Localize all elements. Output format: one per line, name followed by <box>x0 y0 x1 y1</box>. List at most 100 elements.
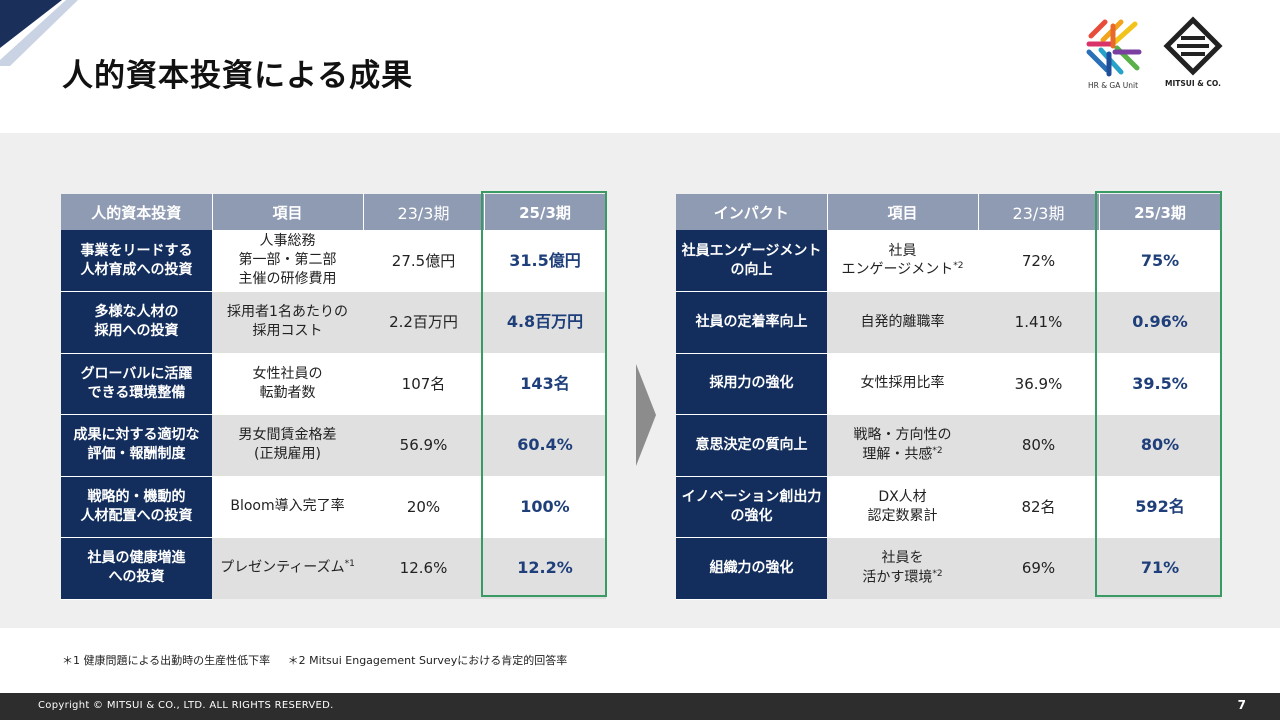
row-category: 成果に対する適切な 評価・報酬制度 <box>61 414 212 477</box>
page-number: 7 <box>1237 698 1246 712</box>
row-category: 採用力の強化 <box>676 353 827 415</box>
row-value-fy25: 80% <box>1099 414 1221 476</box>
table-row: 社員エンゲージメント の向上 社員 エンゲージメント*2 72% 75% <box>676 230 1221 292</box>
table-row: イノベーション創出力 の強化 DX人材 認定数累計 82名 592名 <box>676 476 1221 538</box>
row-value-fy23: 56.9% <box>363 414 484 476</box>
table-row: 事業をリードする 人材育成への投資 人事総務 第一部・第二部 主催の研修費用 27.5億円… <box>61 230 606 292</box>
row-item-text: 自発的離職率 <box>860 313 945 330</box>
row-item: 人事総務 第一部・第二部 主催の研修費用 <box>212 230 363 292</box>
table-header-row: インパクト 項目 23/3期 25/3期 <box>676 194 1222 230</box>
header-fy23: 23/3期 <box>363 194 485 230</box>
table-row: 組織力の強化 社員を 活かす環境*2 69% 71% <box>676 537 1221 600</box>
header-impact: インパクト <box>676 194 828 230</box>
row-value-fy23: 20% <box>363 476 484 538</box>
row-item-text: 男女間賃金格差 (正規雇用) <box>238 427 337 463</box>
row-item-text: DX人材 認定数累計 <box>867 488 938 524</box>
row-item: Bloom導入完了率 <box>212 476 363 538</box>
table-row: グローバルに活躍 できる環境整備 女性社員の 転勤者数 107名 143名 <box>61 353 606 415</box>
footnote-2: ＊2 Mitsui Engagement Surveyにおける肯定的回答率 <box>287 654 568 667</box>
table-row: 戦略的・機動的 人材配置への投資 Bloom導入完了率 20% 100% <box>61 476 606 538</box>
chevron-right-icon <box>636 364 656 466</box>
row-item-text: 女性採用比率 <box>860 375 945 392</box>
row-category: 社員の健康増進 への投資 <box>61 537 212 600</box>
header-item: 項目 <box>827 194 979 230</box>
row-category: 戦略的・機動的 人材配置への投資 <box>61 476 212 538</box>
row-value-fy25: 100% <box>484 476 606 538</box>
row-category: 社員エンゲージメント の向上 <box>676 230 827 292</box>
row-value-fy25: 60.4% <box>484 414 606 476</box>
row-category: 社員の定着率向上 <box>676 291 827 354</box>
header-fy25: 25/3期 <box>1099 194 1222 230</box>
row-item: 男女間賃金格差 (正規雇用) <box>212 414 363 476</box>
row-value-fy25: 0.96% <box>1099 291 1221 353</box>
footnote-marker: *2 <box>932 445 943 456</box>
row-item-text: 戦略・方向性の 理解・共感 <box>853 427 952 463</box>
row-item-text: 社員 エンゲージメント <box>841 242 954 279</box>
footnote-1: ＊1 健康問題による出勤時の生産性低下率 <box>62 654 271 667</box>
header-fy25: 25/3期 <box>484 194 607 230</box>
row-value-fy23: 2.2百万円 <box>363 291 484 353</box>
row-value-fy23: 82名 <box>978 476 1099 538</box>
row-category: 多様な人材の 採用への投資 <box>61 291 212 354</box>
row-item-text: Bloom導入完了率 <box>230 498 345 515</box>
footnote-marker: *2 <box>953 261 964 272</box>
impact-table: インパクト 項目 23/3期 25/3期 社員エンゲージメント の向上 社員 エンゲー… <box>676 194 1222 600</box>
row-value-fy25: 39.5% <box>1099 353 1221 415</box>
page-title: 人的資本投資による成果 <box>62 58 414 94</box>
copyright-text: Copyright © MITSUI & CO., LTD. ALL RIGHT… <box>38 700 334 711</box>
row-item: 社員を 活かす環境*2 <box>827 537 978 599</box>
row-item-text: 社員を 活かす環境 <box>862 550 933 586</box>
table-row: 社員の健康増進 への投資 プレゼンティーズム*1 12.6% 12.2% <box>61 537 606 600</box>
row-category: 事業をリードする 人材育成への投資 <box>61 230 212 292</box>
table-row: 採用力の強化 女性採用比率 36.9% 39.5% <box>676 353 1221 415</box>
header-item: 項目 <box>212 194 364 230</box>
table-row: 社員の定着率向上 自発的離職率 1.41% 0.96% <box>676 291 1221 354</box>
row-value-fy23: 36.9% <box>978 353 1099 415</box>
row-value-fy23: 27.5億円 <box>363 230 484 292</box>
row-value-fy23: 80% <box>978 414 1099 476</box>
row-item-text: プレゼンティーズム <box>220 560 345 577</box>
row-value-fy25: 12.2% <box>484 537 606 599</box>
mitsui-logo: MITSUI & CO. <box>1160 16 1226 88</box>
human-capital-investment-table: 人的資本投資 項目 23/3期 25/3期 事業をリードする 人材育成への投資 人事… <box>61 194 607 600</box>
corner-stripe-decoration <box>0 0 78 66</box>
row-value-fy23: 1.41% <box>978 291 1099 353</box>
table-row: 成果に対する適切な 評価・報酬制度 男女間賃金格差 (正規雇用) 56.9% 60.4% <box>61 414 606 477</box>
row-item: DX人材 認定数累計 <box>827 476 978 538</box>
footnote-marker: *2 <box>932 568 943 579</box>
row-value-fy23: 72% <box>978 230 1099 292</box>
row-item: 自発的離職率 <box>827 291 978 353</box>
footnote-marker: *1 <box>344 559 355 570</box>
row-item-text: 女性社員の 転勤者数 <box>252 365 323 401</box>
row-item: 女性社員の 転勤者数 <box>212 353 363 415</box>
row-value-fy25: 592名 <box>1099 476 1221 538</box>
row-item: 女性採用比率 <box>827 353 978 415</box>
header-investment: 人的資本投資 <box>61 194 213 230</box>
mitsui-caption: MITSUI & CO. <box>1165 79 1221 88</box>
row-category: グローバルに活躍 できる環境整備 <box>61 353 212 415</box>
row-item: プレゼンティーズム*1 <box>212 537 363 599</box>
row-value-fy25: 4.8百万円 <box>484 291 606 353</box>
footnotes: ＊1 健康問題による出勤時の生産性低下率 ＊2 Mitsui Engagemen… <box>62 652 581 668</box>
row-item-text: 人事総務 第一部・第二部 主催の研修費用 <box>238 233 337 288</box>
hr-ga-unit-caption: HR & GA Unit <box>1087 81 1139 90</box>
row-item: 戦略・方向性の 理解・共感*2 <box>827 414 978 476</box>
row-value-fy25: 31.5億円 <box>484 230 606 292</box>
row-value-fy23: 69% <box>978 537 1099 599</box>
hr-ga-emblem-icon <box>1086 19 1142 77</box>
row-item-text: 採用者1名あたりの 採用コスト <box>227 304 348 340</box>
row-value-fy25: 71% <box>1099 537 1221 599</box>
header-fy23: 23/3期 <box>978 194 1100 230</box>
row-value-fy23: 12.6% <box>363 537 484 599</box>
table-row: 意思決定の質向上 戦略・方向性の 理解・共感*2 80% 80% <box>676 414 1221 477</box>
table-header-row: 人的資本投資 項目 23/3期 25/3期 <box>61 194 607 230</box>
hr-ga-unit-logo: HR & GA Unit <box>1082 18 1144 90</box>
row-category: 組織力の強化 <box>676 537 827 600</box>
row-item: 採用者1名あたりの 採用コスト <box>212 291 363 353</box>
row-item: 社員 エンゲージメント*2 <box>827 230 978 292</box>
table-row: 多様な人材の 採用への投資 採用者1名あたりの 採用コスト 2.2百万円 4.8百万円 <box>61 291 606 354</box>
row-value-fy25: 75% <box>1099 230 1221 292</box>
mitsui-emblem-icon <box>1163 16 1223 76</box>
row-category: イノベーション創出力 の強化 <box>676 476 827 538</box>
row-category: 意思決定の質向上 <box>676 414 827 477</box>
